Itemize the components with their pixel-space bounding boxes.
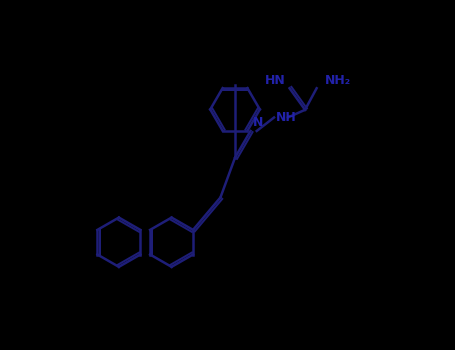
Text: NH: NH	[276, 111, 296, 124]
Text: NH₂: NH₂	[324, 74, 350, 87]
Text: N: N	[253, 116, 263, 129]
Text: HN: HN	[265, 74, 286, 87]
